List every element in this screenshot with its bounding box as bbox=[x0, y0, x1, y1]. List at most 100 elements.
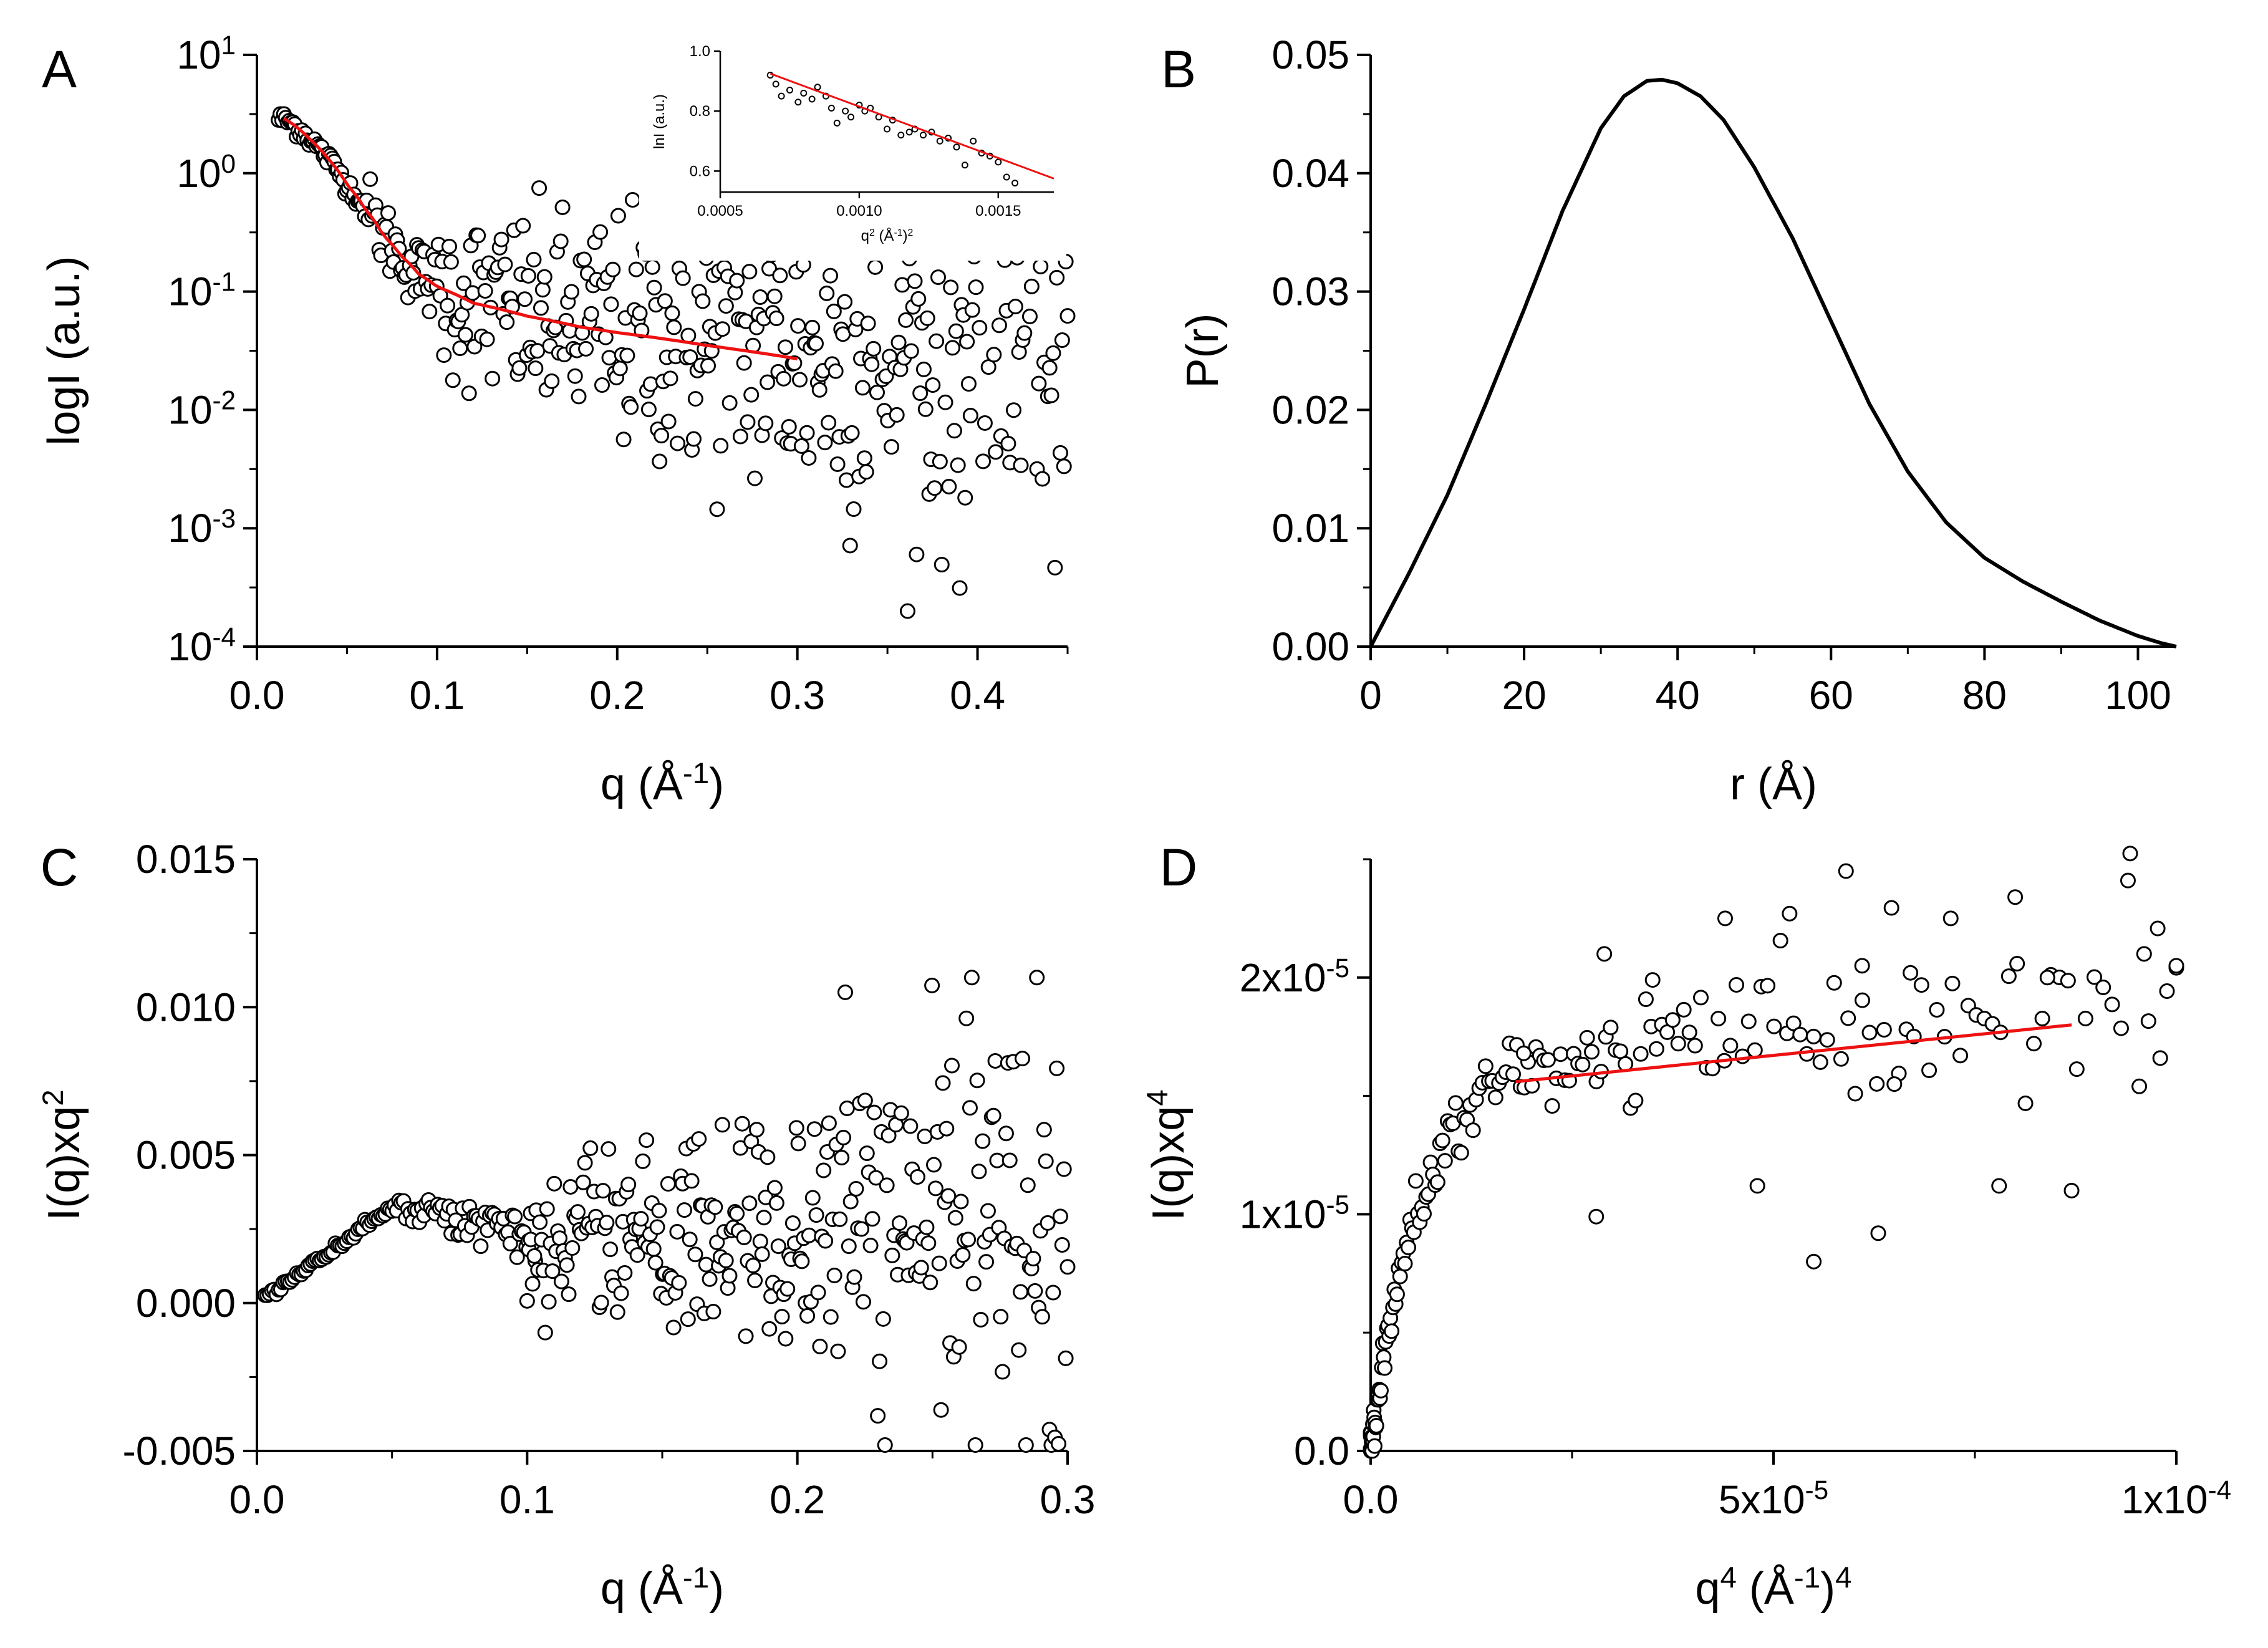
data-point bbox=[499, 314, 515, 330]
data-point bbox=[973, 1312, 989, 1328]
superscript: -3 bbox=[212, 504, 236, 533]
data-point bbox=[1628, 1092, 1644, 1109]
data-point bbox=[594, 377, 610, 393]
y-tick-label: 0.0 bbox=[1294, 1429, 1349, 1473]
superscript: -1 bbox=[894, 228, 902, 238]
data-point bbox=[741, 264, 758, 280]
data-point bbox=[821, 415, 837, 431]
data-point bbox=[1711, 1011, 1727, 1027]
data-point bbox=[2152, 1050, 2168, 1066]
data-point bbox=[837, 984, 853, 1000]
text-part: B bbox=[1161, 40, 1196, 99]
data-point bbox=[509, 1249, 525, 1265]
data-point bbox=[1025, 1251, 1041, 1267]
data-point bbox=[461, 385, 477, 402]
data-point bbox=[539, 1201, 555, 1217]
data-point bbox=[2140, 1013, 2156, 1029]
panel-letter: B bbox=[1161, 40, 1196, 99]
data-point bbox=[734, 1116, 750, 1132]
text-part: 0.2 bbox=[589, 673, 645, 718]
data-point bbox=[632, 305, 648, 321]
data-point bbox=[1029, 970, 1045, 986]
data-point bbox=[1397, 1255, 1413, 1271]
data-point bbox=[362, 171, 379, 187]
data-point bbox=[1603, 1019, 1619, 1036]
data-point bbox=[741, 1195, 758, 1212]
data-point bbox=[687, 1246, 703, 1263]
data-point bbox=[1692, 990, 1709, 1006]
x-tick-label: 5x10-5 bbox=[1719, 1475, 1828, 1523]
data-point bbox=[958, 1010, 975, 1026]
text-part: 0.8 bbox=[690, 103, 710, 120]
data-point bbox=[680, 1311, 696, 1328]
data-point bbox=[422, 304, 438, 320]
data-point bbox=[786, 355, 803, 371]
data-point bbox=[920, 1235, 937, 1251]
data-point bbox=[567, 368, 583, 384]
data-point bbox=[642, 376, 659, 392]
data-point bbox=[1676, 1001, 1692, 1018]
data-point bbox=[1819, 1032, 1835, 1048]
data-point bbox=[834, 1150, 850, 1166]
text-part: 0.0010 bbox=[836, 203, 882, 219]
data-point bbox=[794, 1253, 810, 1270]
data-point bbox=[502, 1235, 518, 1251]
text-part: 40 bbox=[1656, 673, 1700, 718]
data-point bbox=[1040, 1215, 1056, 1231]
data-point bbox=[1553, 1046, 1569, 1063]
data-point bbox=[854, 1221, 870, 1237]
data-point bbox=[962, 1100, 978, 1116]
data-point bbox=[1806, 1253, 1822, 1270]
data-point bbox=[554, 199, 571, 215]
y-axis-label: I(q)xq4 bbox=[1141, 1089, 1194, 1220]
data-point bbox=[657, 293, 673, 309]
data-point bbox=[898, 312, 914, 328]
inset-data-point bbox=[808, 95, 816, 103]
text-part: A bbox=[42, 40, 77, 99]
data-point bbox=[664, 305, 680, 321]
fit-curve bbox=[282, 117, 798, 360]
data-point bbox=[592, 224, 609, 240]
data-point bbox=[866, 1104, 882, 1120]
data-point bbox=[1772, 932, 1788, 948]
text-part: 10 bbox=[176, 32, 221, 77]
text-part: I(q)xq bbox=[1144, 1106, 1194, 1221]
data-point bbox=[1540, 1052, 1556, 1068]
data-point bbox=[1437, 1153, 1453, 1169]
data-point bbox=[639, 1132, 655, 1149]
data-point bbox=[605, 261, 621, 277]
inset-data-point bbox=[897, 132, 905, 139]
data-point bbox=[839, 1101, 855, 1117]
data-point bbox=[1613, 1043, 1629, 1059]
text-part: 0.000 bbox=[136, 1281, 236, 1326]
data-point bbox=[497, 256, 513, 272]
data-point bbox=[633, 1211, 649, 1227]
panel-c: 0.0 0.1 0.2 0.3 -0.005 0.000 0.005 0.010 0.015 q … bbox=[37, 837, 1096, 1614]
data-point bbox=[1870, 1225, 1886, 1241]
x-axis-label: q4 (Å-1)4 bbox=[1695, 1561, 1851, 1614]
data-point bbox=[457, 327, 473, 343]
data-point bbox=[1056, 458, 1072, 475]
data-point bbox=[2068, 1061, 2085, 1077]
y-tick-label: 0.010 bbox=[136, 985, 236, 1029]
data-point bbox=[987, 1053, 1003, 1069]
x-tick-label: 0.0 bbox=[229, 673, 285, 718]
x-axis-label: q (Å-1) bbox=[601, 757, 724, 810]
data-point bbox=[799, 1308, 816, 1324]
data-point bbox=[1058, 1350, 1074, 1366]
data-point bbox=[1036, 1122, 1052, 1138]
data-point bbox=[2087, 969, 2103, 985]
inset-data-point bbox=[794, 99, 802, 106]
text-part: 0.1 bbox=[409, 673, 465, 718]
data-point bbox=[939, 1120, 955, 1137]
inset-x-tick-label: 0.0010 bbox=[836, 203, 882, 219]
text-part: q bbox=[1695, 1564, 1720, 1614]
data-point bbox=[682, 349, 698, 365]
text-part: 10 bbox=[176, 151, 221, 196]
data-point bbox=[1049, 269, 1065, 286]
data-point bbox=[441, 238, 457, 254]
data-point bbox=[698, 1256, 714, 1273]
superscript: 0 bbox=[221, 148, 236, 178]
data-point bbox=[868, 1170, 884, 1186]
